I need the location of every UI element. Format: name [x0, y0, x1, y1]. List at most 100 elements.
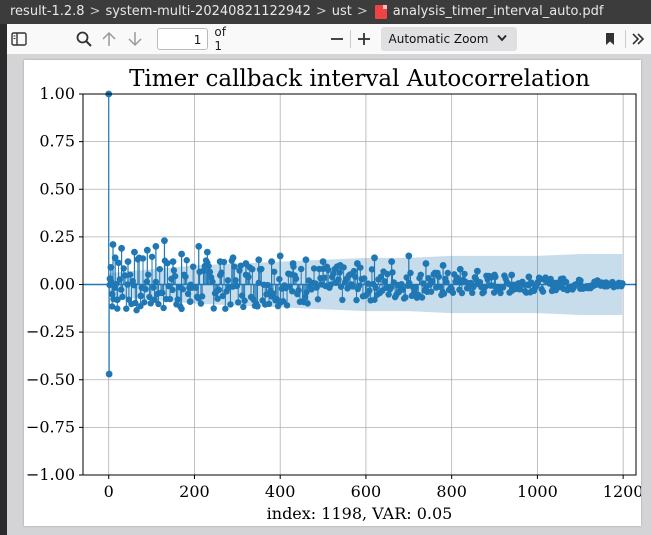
- x-tick-label: 400: [265, 482, 296, 501]
- stem-marker: [240, 303, 247, 311]
- breadcrumb-item-file[interactable]: analysis_timer_interval_auto.pdf: [392, 4, 604, 19]
- breadcrumb-item-system[interactable]: system-multi-20240821122942: [105, 4, 311, 19]
- y-tick-label: 0.50: [39, 179, 75, 198]
- page-number-input[interactable]: 1: [157, 28, 209, 50]
- stem-marker: [232, 277, 239, 284]
- stem-marker: [234, 299, 242, 306]
- breadcrumb: result-1.2.8 > system-multi-202408211229…: [0, 0, 651, 24]
- x-tick-label: 800: [436, 482, 467, 501]
- arrow-up-icon[interactable]: [97, 27, 122, 51]
- stem-marker: [286, 283, 293, 290]
- page-count-label: of 1: [214, 25, 226, 53]
- double-chevron-right-icon[interactable]: [626, 27, 651, 51]
- stem-marker: [169, 258, 177, 266]
- stem-marker: [361, 275, 368, 282]
- stem-marker: [209, 278, 216, 285]
- chevron-right-icon: >: [89, 4, 101, 19]
- pdf-file-icon: [374, 5, 387, 19]
- stem-marker: [205, 262, 212, 270]
- y-tick-label: −0.75: [26, 417, 75, 436]
- stem-marker: [417, 271, 425, 278]
- stem-marker: [473, 267, 481, 275]
- stem-marker: [449, 289, 457, 296]
- stem-marker: [113, 296, 121, 304]
- stem-marker: [350, 267, 358, 275]
- breadcrumb-item-result[interactable]: result-1.2.8: [10, 4, 85, 19]
- stem-marker: [249, 266, 256, 273]
- stem-marker: [295, 287, 302, 294]
- stem-marker: [336, 262, 344, 269]
- stem-marker: [131, 248, 138, 256]
- stem-marker: [118, 244, 125, 252]
- zoom-select-value: Automatic Zoom: [388, 32, 489, 46]
- stem-marker: [186, 298, 194, 306]
- stem-marker: [547, 275, 554, 283]
- y-tick-label: 0.75: [39, 132, 75, 151]
- stem-marker: [499, 284, 507, 291]
- stem-marker: [124, 258, 132, 266]
- search-icon[interactable]: [71, 27, 96, 51]
- stem-marker: [270, 268, 278, 275]
- y-axis-ticks: 1.00 0.75 0.50 0.25 0.00 −0.25 −0.50 −0.75 −1.00: [26, 84, 83, 484]
- stem-marker: [469, 289, 476, 297]
- stem-marker: [179, 286, 187, 293]
- toolbar-divider: [350, 30, 352, 48]
- stem-marker: [366, 287, 373, 294]
- bookmark-icon[interactable]: [597, 27, 622, 51]
- stem-marker: [481, 283, 489, 291]
- stem-marker: [456, 265, 464, 273]
- stem-marker: [144, 271, 152, 278]
- stem-marker: [237, 262, 244, 269]
- stem-marker: [388, 258, 396, 266]
- stem-marker: [389, 269, 396, 276]
- chart-title: Timer callback interval Autocorrelation: [129, 66, 590, 92]
- x-tick-label: 1200: [603, 482, 641, 501]
- stem-marker: [377, 273, 385, 281]
- stem-marker: [525, 273, 533, 281]
- stem-marker: [265, 300, 273, 308]
- stem-marker: [371, 254, 378, 262]
- stem-marker: [269, 290, 277, 297]
- stem-marker: [137, 302, 144, 310]
- sidebar-toggle-icon[interactable]: [6, 27, 31, 51]
- stem-marker: [384, 270, 391, 278]
- stem-marker: [368, 266, 376, 273]
- stem-marker: [227, 301, 234, 308]
- stem-marker: [349, 283, 356, 290]
- stem-marker: [289, 260, 297, 267]
- arrow-down-icon[interactable]: [122, 27, 147, 51]
- y-tick-label: −0.25: [26, 322, 75, 341]
- stem-marker: [314, 296, 322, 303]
- stem-marker: [576, 277, 584, 285]
- stem-marker: [319, 258, 327, 266]
- stem-marker: [422, 260, 430, 267]
- stem-marker: [214, 295, 221, 302]
- stem-marker: [148, 253, 156, 260]
- stem-marker: [353, 260, 361, 267]
- zoom-in-button[interactable]: [351, 27, 376, 51]
- stem-marker: [276, 275, 283, 283]
- stem-marker: [559, 275, 567, 283]
- pdf-page: 0 200 400 600 800 1000 1200 1.00 0.75 0.50 0.25 0.…: [24, 60, 643, 526]
- breadcrumb-item-ust[interactable]: ust: [331, 4, 352, 19]
- stem-marker: [458, 289, 466, 297]
- stem-marker: [255, 256, 263, 264]
- stem-marker: [115, 259, 122, 267]
- stem-marker: [476, 278, 484, 286]
- stem-marker: [151, 296, 158, 303]
- stem-marker: [542, 275, 550, 283]
- stem-marker: [231, 263, 238, 270]
- stem-marker: [308, 286, 315, 293]
- stem-marker: [159, 289, 166, 297]
- stem-marker: [143, 246, 151, 254]
- stem-marker: [189, 263, 197, 270]
- stem-marker: [178, 250, 185, 258]
- stem-marker: [465, 285, 472, 292]
- stem-marker: [279, 298, 287, 305]
- stem-marker: [156, 265, 163, 273]
- stem-marker: [439, 262, 447, 269]
- zoom-out-button[interactable]: [325, 27, 350, 51]
- stem-marker: [405, 252, 413, 260]
- zoom-select[interactable]: Automatic Zoom: [380, 27, 518, 51]
- x-tick-label: 1000: [517, 482, 558, 501]
